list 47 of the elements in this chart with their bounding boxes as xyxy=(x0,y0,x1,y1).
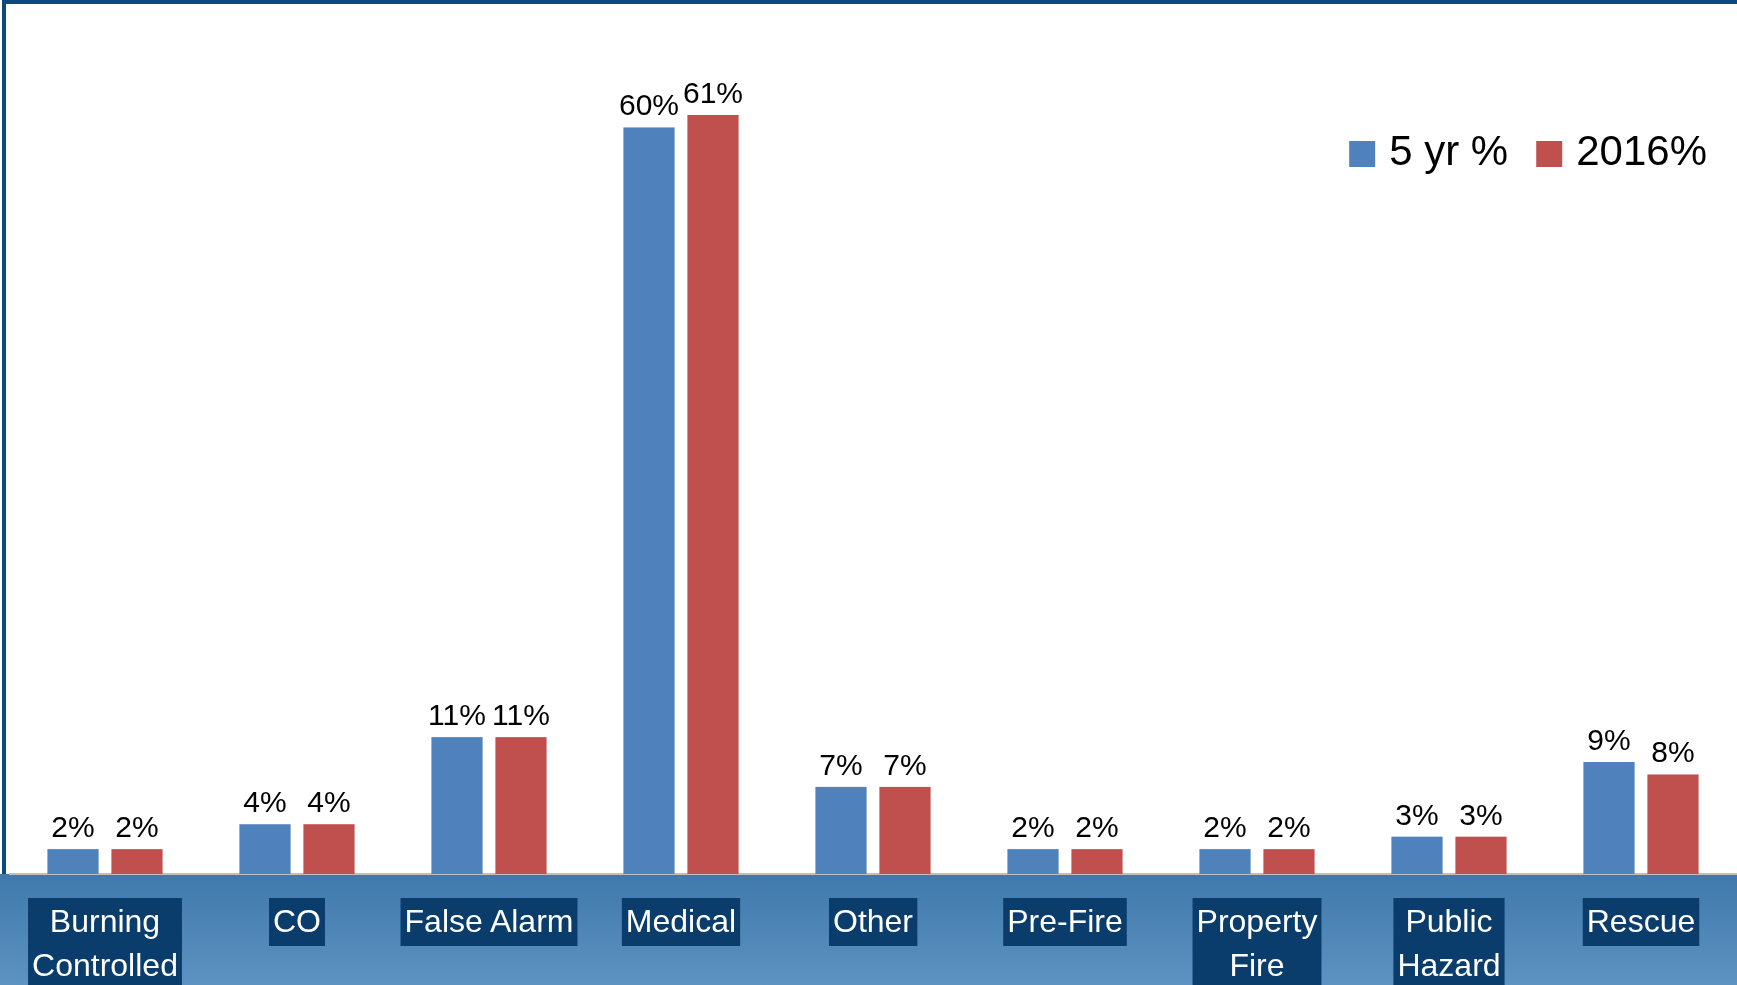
x-tick-label: CO xyxy=(273,903,321,939)
bar xyxy=(47,849,99,874)
x-tick-label: Property Fire xyxy=(1196,903,1318,983)
x-tick-label: Burning Controlled xyxy=(32,903,178,983)
data-label: 2% xyxy=(1011,810,1055,844)
data-label: 7% xyxy=(883,747,927,781)
bar xyxy=(431,737,483,874)
data-label: 61% xyxy=(682,76,744,109)
legend-label: 2016% xyxy=(1576,127,1707,174)
data-label: 2% xyxy=(115,810,159,844)
bar xyxy=(1263,849,1315,874)
bar xyxy=(239,824,291,874)
x-tick-label: Other xyxy=(832,903,914,939)
bar xyxy=(303,824,355,874)
bar xyxy=(879,786,931,874)
bar xyxy=(1071,849,1123,874)
data-label: 11% xyxy=(428,698,486,732)
bar xyxy=(1647,774,1699,874)
data-label: 2% xyxy=(1203,810,1247,844)
x-tick-label: Pre-Fire xyxy=(1007,903,1123,939)
data-label: 9% xyxy=(1587,723,1631,757)
x-tick-label: Rescue xyxy=(1586,903,1696,939)
bar xyxy=(623,127,675,874)
data-label: 3% xyxy=(1459,797,1503,831)
bar xyxy=(1199,849,1251,874)
data-label: 2% xyxy=(1267,810,1311,844)
bar xyxy=(1455,836,1507,874)
legend-label: 5 yr % xyxy=(1389,127,1509,174)
data-label: 7% xyxy=(819,747,863,781)
data-label: 8% xyxy=(1651,735,1695,769)
bar xyxy=(1007,849,1059,874)
bar xyxy=(687,115,739,874)
bar xyxy=(815,786,867,874)
bar xyxy=(495,737,547,874)
x-tick-label: Public Hazard xyxy=(1397,903,1501,983)
data-label: 2% xyxy=(51,810,95,844)
x-tick-label: Medical xyxy=(625,903,737,939)
data-label: 2% xyxy=(1075,810,1119,844)
bar xyxy=(1583,762,1635,874)
bar xyxy=(111,849,163,874)
data-label: 4% xyxy=(243,785,287,819)
bar xyxy=(1391,836,1443,874)
data-label: 3% xyxy=(1395,797,1439,831)
data-label: 11% xyxy=(492,698,550,732)
data-label: 60% xyxy=(618,88,680,122)
x-tick-label: False Alarm xyxy=(404,903,574,939)
data-label: 4% xyxy=(307,785,351,819)
